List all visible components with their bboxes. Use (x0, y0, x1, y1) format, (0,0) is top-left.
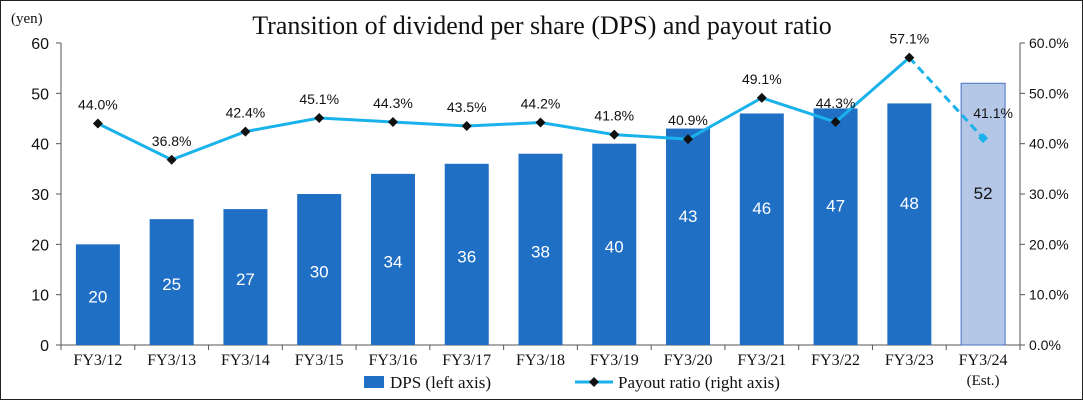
payout-marker (92, 118, 103, 129)
category-label: FY3/19 (590, 352, 639, 369)
dps-value-label: 27 (236, 270, 255, 289)
dps-value-label: 46 (752, 199, 771, 218)
payout-value-label: 44.3% (373, 95, 413, 111)
payout-line (92, 52, 989, 165)
category-label: FY3/18 (516, 352, 565, 369)
payout-marker (683, 134, 694, 145)
payout-marker (830, 117, 841, 128)
category-label: FY3/16 (369, 352, 418, 369)
payout-value-label: 44.0% (78, 97, 118, 113)
category-label: FY3/23 (885, 352, 934, 369)
payout-value-label: 36.8% (152, 133, 192, 149)
dps-bar (739, 113, 784, 345)
dps-bar (444, 163, 489, 345)
dps-value-label: 40 (605, 237, 624, 256)
category-label: FY3/24 (959, 352, 1008, 369)
bars (75, 82, 1006, 346)
category-label: FY3/22 (811, 352, 860, 369)
left-axis-tick-label: 30 (31, 187, 49, 204)
right-axis-tick-label: 20.0% (1029, 236, 1069, 252)
dps-bar (223, 209, 268, 345)
axes: 0 10 20 30 40 50 60 0.0% 10.0% 20.0% 30.0% 40.0% 50.… (31, 35, 1069, 355)
dps-value-label: 43 (679, 207, 698, 226)
payout-marker (387, 117, 398, 128)
category-note: (Est.) (967, 373, 1000, 389)
dps-value-label: 38 (531, 242, 550, 261)
category-label: FY3/13 (147, 352, 196, 369)
category-label: FY3/15 (295, 352, 344, 369)
chart-title: Transition of dividend per share (DPS) a… (252, 11, 832, 40)
left-axis-tick-label: 20 (31, 237, 49, 254)
payout-value-label: 41.8% (594, 108, 634, 124)
dps-value-label: 48 (900, 194, 919, 213)
payout-value-label: 44.3% (816, 95, 856, 111)
dps-value-label: 47 (826, 197, 845, 216)
right-axis-tick-label: 10.0% (1029, 287, 1069, 303)
dps-value-label: 52 (974, 184, 993, 203)
dps-bar (297, 194, 342, 345)
payout-value-label: 43.5% (447, 99, 487, 115)
payout-line-estimate (908, 56, 985, 140)
payout-marker (461, 121, 472, 132)
legend: DPS (left axis) Payout ratio (right axis… (364, 373, 780, 392)
dps-value-label: 36 (457, 247, 476, 266)
payout-value-label: 41.1% (973, 105, 1013, 121)
payout-value-label: 44.2% (521, 96, 561, 112)
dps-bar (75, 244, 120, 345)
payout-marker (609, 129, 620, 140)
dps-bar (518, 153, 563, 345)
category-labels: FY3/12 FY3/13 FY3/14 FY3/15 FY3/16 FY3/17 FY3/… (73, 352, 1007, 389)
left-axis-tick-label: 60 (31, 36, 49, 53)
category-label: FY3/21 (737, 352, 786, 369)
dps-bar (813, 108, 858, 345)
right-axis-tick-label: 50.0% (1029, 85, 1069, 101)
legend-bar-label: DPS (left axis) (390, 373, 491, 392)
left-axis-tick-label: 10 (31, 288, 49, 305)
right-axis-tick-label: 60.0% (1029, 35, 1069, 51)
legend-bar-swatch (364, 376, 384, 388)
right-axis-tick-label: 30.0% (1029, 186, 1069, 202)
payout-marker (978, 133, 989, 144)
dps-bar (960, 82, 1006, 346)
category-label: FY3/12 (73, 352, 122, 369)
payout-marker (756, 92, 767, 103)
payout-value-label: 57.1% (889, 31, 929, 47)
category-label: FY3/17 (442, 352, 491, 369)
data-labels: 20 25 27 30 34 36 38 40 43 46 47 48 52 44.0% 36.8% 42.4… (78, 31, 1013, 307)
dps-value-label: 34 (384, 252, 403, 271)
payout-value-label: 49.1% (742, 71, 782, 87)
right-axis-tick-label: 0.0% (1029, 337, 1061, 353)
left-axis-unit: (yen) (11, 11, 43, 27)
payout-value-label: 45.1% (299, 91, 339, 107)
dps-value-label: 25 (162, 275, 181, 294)
dps-bar (666, 128, 711, 345)
payout-marker (535, 117, 546, 128)
dps-bar (149, 219, 194, 345)
dps-bar (592, 143, 637, 345)
legend-line-marker (589, 377, 599, 387)
category-label: FY3/14 (221, 352, 270, 369)
payout-value-label: 40.9% (668, 112, 708, 128)
payout-marker (314, 112, 325, 123)
payout-marker (904, 52, 915, 63)
left-axis-tick-label: 50 (31, 86, 49, 103)
payout-value-label: 42.4% (226, 105, 266, 121)
legend-line-label: Payout ratio (right axis) (618, 373, 780, 392)
right-axis-tick-label: 40.0% (1029, 136, 1069, 152)
left-axis-tick-label: 0 (40, 338, 49, 355)
dps-value-label: 30 (310, 263, 329, 282)
payout-marker (166, 154, 177, 165)
dps-bar (887, 103, 932, 346)
payout-marker (240, 126, 251, 137)
category-label: FY3/20 (664, 352, 713, 369)
dps-value-label: 20 (88, 288, 107, 307)
left-axis-tick-label: 40 (31, 137, 49, 154)
payout-line-actual (97, 56, 911, 162)
dps-bar (370, 173, 415, 345)
